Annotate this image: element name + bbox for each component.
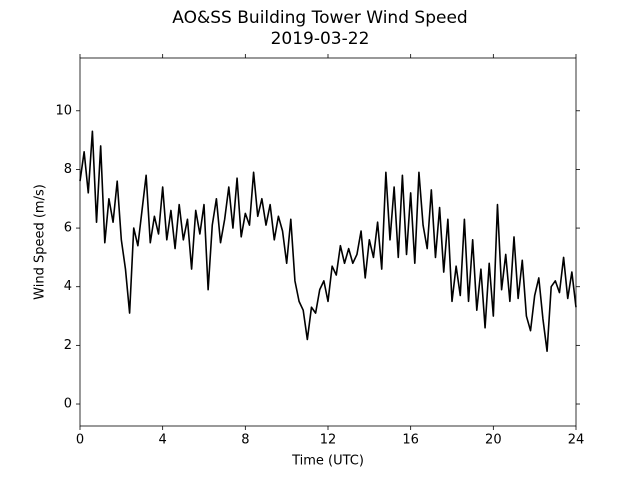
y-axis-label: Wind Speed (m/s) xyxy=(33,184,48,300)
y-tick-label: 4 xyxy=(64,279,72,294)
x-tick-label: 24 xyxy=(568,433,585,448)
x-tick-label: 20 xyxy=(485,433,502,448)
x-tick-label: 16 xyxy=(402,433,419,448)
y-tick-label: 0 xyxy=(64,397,72,412)
y-tick-label: 2 xyxy=(64,338,72,353)
x-tick-label: 12 xyxy=(320,433,337,448)
chart-subtitle: 2019-03-22 xyxy=(271,29,370,49)
y-tick-label: 10 xyxy=(55,103,72,118)
chart-title: AO&SS Building Tower Wind Speed xyxy=(172,8,467,28)
x-axis-label: Time (UTC) xyxy=(291,454,364,469)
y-tick-label: 6 xyxy=(64,221,72,236)
x-tick-label: 0 xyxy=(76,433,84,448)
x-tick-label: 8 xyxy=(241,433,249,448)
x-tick-label: 4 xyxy=(159,433,167,448)
plot-frame xyxy=(79,57,577,427)
y-tick-label: 8 xyxy=(64,162,72,177)
data-line xyxy=(79,130,577,353)
